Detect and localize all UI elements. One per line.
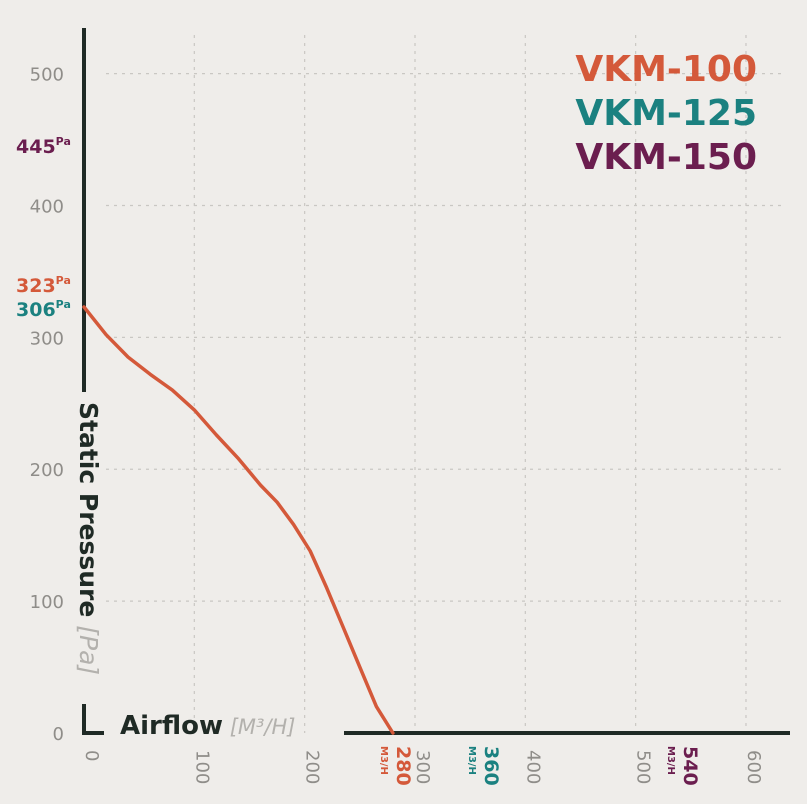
max-pressure-value: 445	[16, 136, 56, 158]
y-axis-unit: [Pa]	[74, 617, 103, 675]
max-pressure-unit: Pa	[56, 135, 71, 148]
x-tick-label: 200	[302, 750, 323, 784]
x-tick-label: 600	[743, 750, 764, 784]
max-airflow-value-vkm-150: 540	[679, 746, 701, 786]
x-tick-label: 500	[633, 750, 654, 784]
y-tick-label: 300	[30, 328, 64, 349]
max-pressure-value: 323	[16, 275, 56, 297]
legend-item-vkm-100: VKM-100	[575, 49, 757, 90]
max-airflow-unit-vkm-100: M3/H	[378, 746, 389, 775]
legend-item-vkm-125: VKM-125	[575, 93, 757, 134]
max-airflow-unit-vkm-125: M3/H	[466, 746, 477, 775]
x-tick-label: 100	[191, 750, 212, 784]
x-axis-unit: [M³/H]	[223, 715, 295, 739]
max-airflow-value-vkm-100: 280	[392, 746, 414, 786]
max-pressure-value: 306	[16, 299, 56, 321]
max-airflow-unit-vkm-150: M3/H	[665, 746, 676, 775]
y-axis-label: Static Pressure	[74, 402, 103, 617]
y-tick-label: 200	[30, 460, 64, 481]
y-tick-label: 400	[30, 196, 64, 217]
legend-item-vkm-150: VKM-150	[575, 137, 757, 178]
x-axis-title: Airflow [M³/H]	[120, 711, 295, 741]
max-pressure-label-vkm-125: 306Pa	[16, 298, 71, 321]
y-tick-label: 100	[30, 592, 64, 613]
y-axis-title: Static Pressure [Pa]	[74, 402, 103, 675]
x-tick-label: 300	[412, 750, 433, 784]
y-tick-label: 0	[53, 724, 64, 745]
legend: VKM-100 VKM-125 VKM-150	[575, 48, 757, 180]
x-tick-label: 400	[522, 750, 543, 784]
max-pressure-unit: Pa	[56, 274, 71, 287]
x-tick-label: 0	[81, 750, 102, 761]
series-line-vkm-100	[82, 305, 395, 735]
max-airflow-value-vkm-125: 360	[480, 746, 502, 786]
max-pressure-label-vkm-100: 323Pa	[16, 274, 71, 297]
y-tick-label: 500	[30, 65, 64, 86]
max-pressure-unit: Pa	[56, 298, 71, 311]
x-axis-label: Airflow	[120, 711, 223, 741]
max-pressure-label-vkm-150: 445Pa	[16, 135, 71, 158]
